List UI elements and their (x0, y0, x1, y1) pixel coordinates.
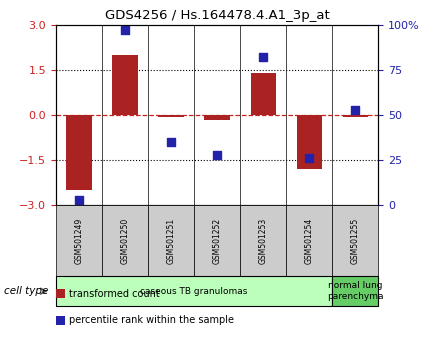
Text: normal lung
parenchyma: normal lung parenchyma (327, 281, 384, 301)
Title: GDS4256 / Hs.164478.4.A1_3p_at: GDS4256 / Hs.164478.4.A1_3p_at (105, 9, 329, 22)
Bar (251, 73, 276, 115)
Text: GSM501249: GSM501249 (74, 218, 83, 264)
Point (214, 152, 221, 158)
Point (122, 27, 129, 33)
Text: GSM501252: GSM501252 (213, 218, 221, 264)
Bar (343, 115, 368, 116)
Bar (205, 115, 230, 120)
Point (306, 155, 313, 161)
Text: cell type: cell type (4, 286, 49, 296)
Text: GSM501253: GSM501253 (259, 218, 268, 264)
Bar (158, 115, 184, 116)
Bar (112, 55, 138, 115)
Text: GSM501255: GSM501255 (351, 218, 360, 264)
Text: GSM501254: GSM501254 (305, 218, 314, 264)
Point (352, 107, 359, 113)
Point (168, 139, 175, 145)
Text: transformed count: transformed count (69, 289, 160, 299)
Text: caseous TB granulomas: caseous TB granulomas (141, 287, 248, 296)
Point (76, 197, 83, 203)
Text: GSM501250: GSM501250 (120, 218, 129, 264)
Text: GSM501251: GSM501251 (166, 218, 175, 264)
Text: percentile rank within the sample: percentile rank within the sample (69, 315, 234, 325)
Bar (66, 115, 92, 190)
Bar (297, 115, 322, 169)
Point (260, 55, 267, 60)
